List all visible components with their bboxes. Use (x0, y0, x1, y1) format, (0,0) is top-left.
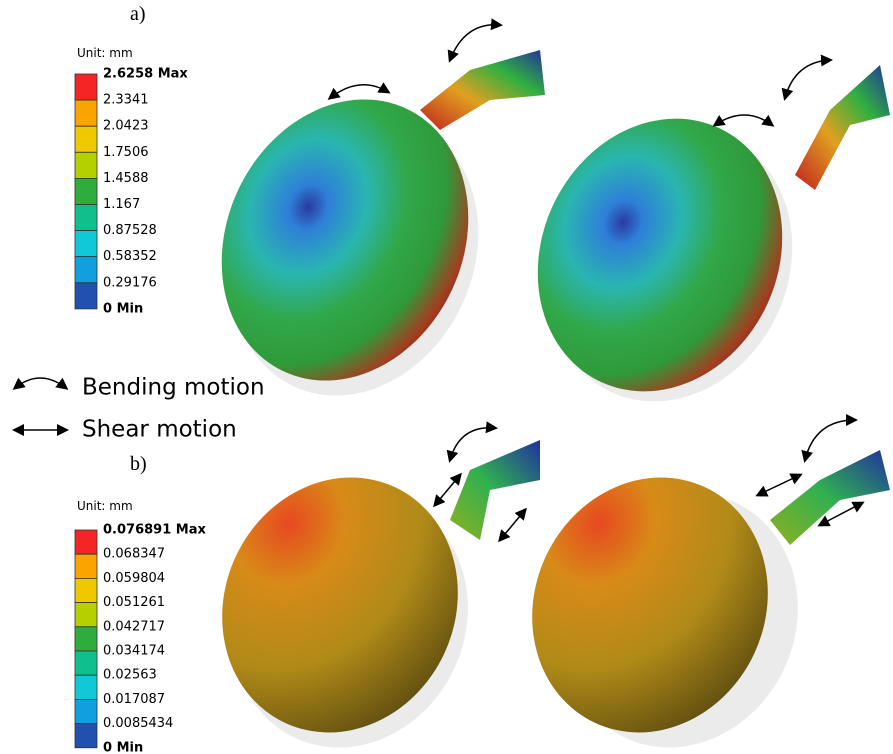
legend-value: 2.6258 Max (103, 67, 188, 82)
legend-value: 1.4588 (103, 171, 149, 186)
bending-label: Bending motion (82, 375, 265, 401)
figure: Bending motion Shear motion a) Unit: mm 2.… (0, 0, 893, 754)
legend-swatch (75, 100, 97, 126)
legend-swatch (75, 699, 97, 723)
legend-swatch (75, 126, 97, 152)
legend-swatch (75, 675, 97, 699)
legend-value: 0.58352 (103, 249, 157, 264)
shear-label: Shear motion (82, 417, 237, 443)
legend-value: 0.059804 (103, 571, 165, 586)
legend-swatch (75, 578, 97, 602)
legend-value: 0.076891 Max (103, 523, 206, 538)
legend-swatch (75, 724, 97, 748)
panel-label: a) (130, 3, 146, 25)
legend-swatch (75, 152, 97, 178)
legend-value: 1.7506 (103, 145, 149, 160)
legend-value: 0.051261 (103, 595, 165, 610)
legend-value: 2.0423 (103, 119, 149, 134)
unit-label: Unit: mm (77, 46, 133, 60)
legend-value: 0.0085434 (103, 716, 173, 731)
legend-swatch (75, 554, 97, 578)
legend-swatch (75, 257, 97, 283)
legend-swatch (75, 603, 97, 627)
legend-value: 0 Min (103, 740, 143, 754)
legend-swatch (75, 178, 97, 204)
legend-swatch (75, 231, 97, 257)
legend-value: 0.017087 (103, 692, 165, 707)
legend-swatch (75, 627, 97, 651)
unit-label: Unit: mm (77, 499, 133, 513)
legend-value: 0.02563 (103, 668, 157, 683)
legend-value: 1.167 (103, 197, 140, 212)
legend-swatch (75, 74, 97, 100)
model-shapes (177, 50, 890, 754)
legend-swatch (75, 530, 97, 554)
legend-swatch (75, 283, 97, 309)
panel-label: b) (130, 453, 147, 475)
legend-swatch (75, 205, 97, 231)
legend-value: 0.29176 (103, 275, 157, 290)
legend-value: 0.034174 (103, 644, 165, 659)
legend-value: 2.3341 (103, 93, 149, 108)
legend-value: 0.068347 (103, 547, 165, 562)
legend-value: 0 Min (103, 301, 143, 316)
legend-value: 0.042717 (103, 619, 165, 634)
legend-swatch (75, 651, 97, 675)
legend-value: 0.87528 (103, 223, 157, 238)
